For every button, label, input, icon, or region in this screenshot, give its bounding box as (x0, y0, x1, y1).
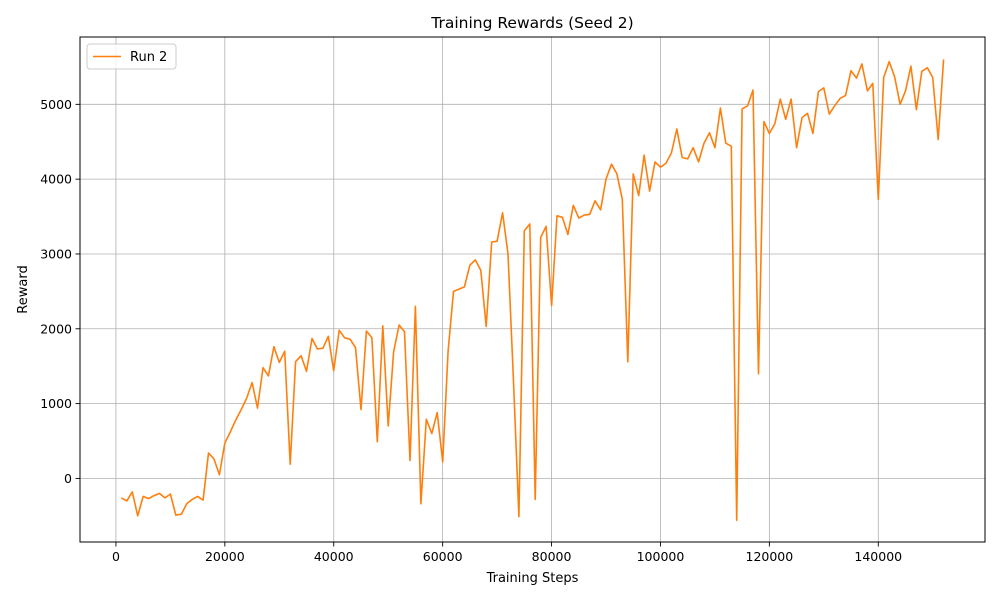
plot-frame (79, 36, 986, 543)
series-line-run-2 (121, 59, 945, 522)
series-layer (121, 59, 945, 522)
x-tick-label: 60000 (423, 549, 463, 564)
legend-entry-run-2: Run 2 (130, 50, 167, 65)
x-tick-label: 120000 (746, 549, 794, 564)
x-tick-label: 0 (112, 549, 120, 564)
chart-title: Training Rewards (Seed 2) (430, 14, 633, 32)
legend-box (86, 43, 177, 70)
y-axis-label: Reward (16, 265, 31, 313)
y-tick-label: 3000 (40, 246, 72, 261)
y-tick-label: 1000 (40, 396, 72, 411)
x-tick-label: 80000 (532, 549, 572, 564)
y-tick-label: 5000 (40, 97, 72, 112)
x-ticks: 0 20000 40000 60000 80000 100000 120000 140000 (112, 542, 902, 564)
x-tick-label: 40000 (314, 549, 354, 564)
x-tick-label: 20000 (205, 549, 245, 564)
x-axis-label: Training Steps (486, 571, 579, 586)
y-tick-label: 0 (64, 471, 72, 486)
x-tick-label: 100000 (637, 549, 685, 564)
grid-lines (80, 37, 985, 542)
legend: Run 2 (86, 43, 177, 70)
y-ticks: 0 1000 2000 3000 4000 5000 (40, 97, 80, 486)
y-tick-label: 4000 (40, 172, 72, 187)
x-tick-label: 140000 (854, 549, 902, 564)
y-tick-label: 2000 (40, 321, 72, 336)
